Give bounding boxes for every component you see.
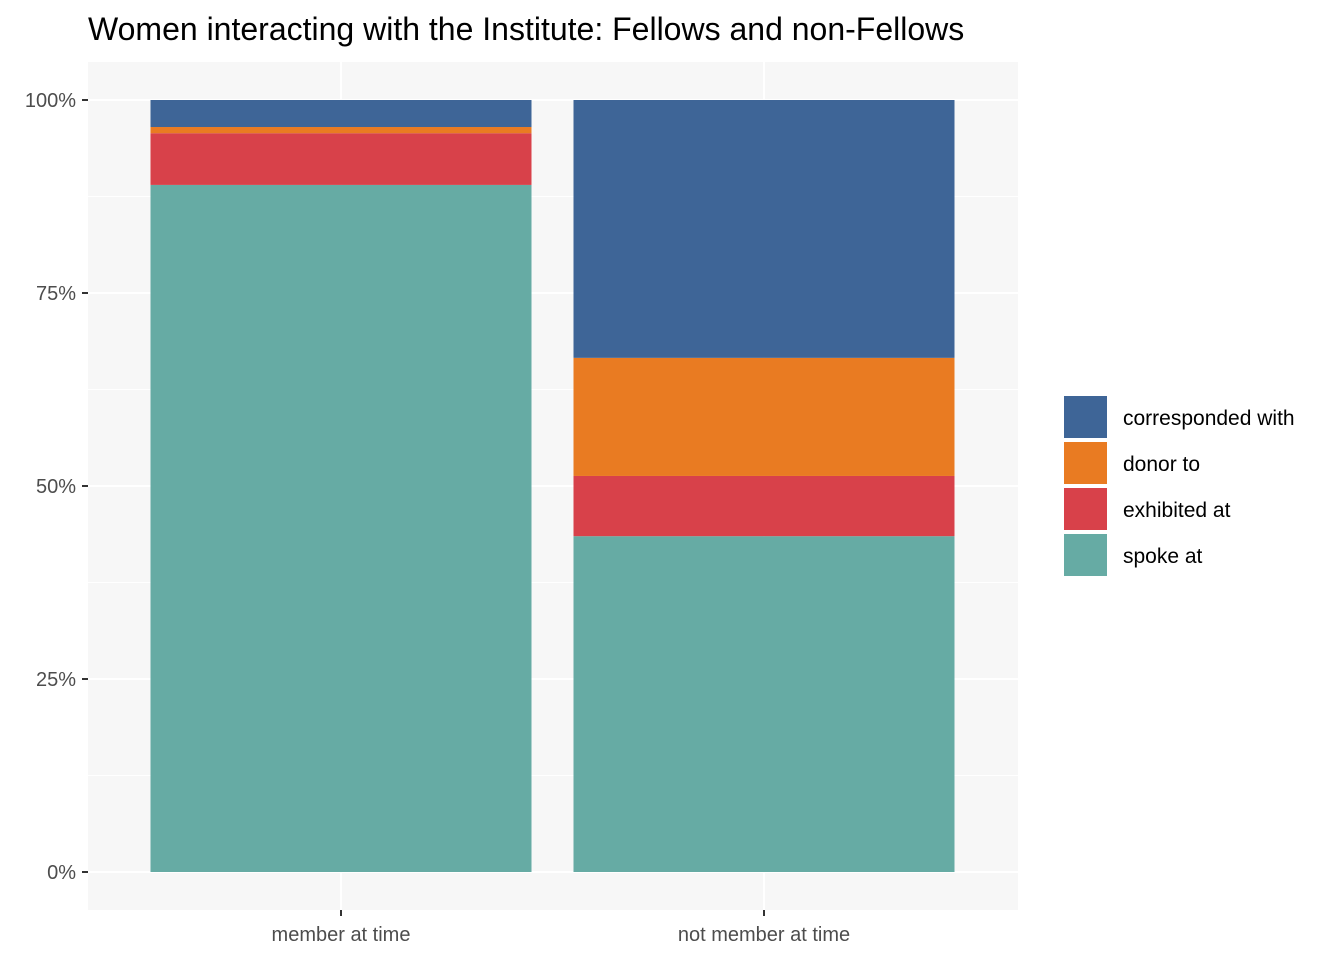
y-tick-label: 50%	[36, 476, 76, 498]
bar-segment-exhibited-at	[150, 133, 532, 185]
legend-label: donor to	[1123, 453, 1200, 476]
bar-segment-donor-to	[573, 357, 955, 476]
x-axis: member at time not member at time	[272, 910, 850, 946]
x-tick-label: not member at time	[678, 924, 850, 946]
stacked-bars	[150, 100, 955, 873]
y-tick-label: 100%	[25, 90, 76, 112]
legend-label: exhibited at	[1123, 499, 1231, 522]
legend-label: spoke at	[1123, 545, 1203, 568]
legend-key-spoke-at	[1064, 534, 1107, 576]
x-tick-label: member at time	[272, 924, 411, 946]
legend-label: corresponded with	[1123, 407, 1295, 430]
bar-segment-corresponded-with	[573, 100, 955, 358]
bar-segment-donor-to	[150, 127, 532, 134]
bar-segment-spoke-at	[573, 536, 955, 872]
legend-key-exhibited-at	[1064, 488, 1107, 530]
y-tick-label: 25%	[36, 669, 76, 691]
y-tick-label: 75%	[36, 283, 76, 305]
bar-segment-spoke-at	[150, 184, 532, 873]
bar-segment-exhibited-at	[573, 475, 955, 537]
legend-key-donor-to	[1064, 442, 1107, 484]
legend-key-corresponded-with	[1064, 396, 1107, 438]
y-axis: 0% 25% 50% 75% 100%	[25, 90, 88, 884]
y-tick-label: 0%	[47, 862, 76, 884]
legend: corresponded with donor to exhibited at spo…	[1064, 396, 1295, 576]
bar-segment-corresponded-with	[150, 100, 532, 128]
chart-title: Women interacting with the Institute: Fe…	[88, 11, 964, 47]
